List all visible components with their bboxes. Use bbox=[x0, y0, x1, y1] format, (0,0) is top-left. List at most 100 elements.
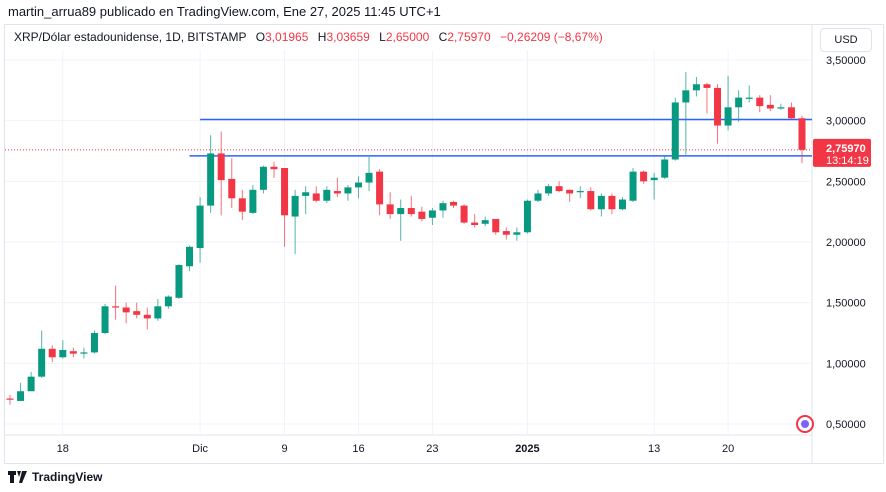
candle-down bbox=[6, 398, 14, 400]
candle-down bbox=[122, 307, 130, 313]
currency-button[interactable]: USD bbox=[820, 28, 872, 52]
x-tick-label: 20 bbox=[722, 443, 734, 455]
candle-up bbox=[365, 172, 373, 183]
x-tick-label: 23 bbox=[426, 443, 438, 455]
alert-icon-dot bbox=[801, 420, 809, 428]
candle-down bbox=[640, 171, 648, 182]
close-value: 2,75970 bbox=[447, 30, 491, 44]
candle-down bbox=[48, 348, 56, 358]
candle-down bbox=[608, 195, 616, 210]
candle-down bbox=[333, 191, 341, 194]
tradingview-logo: TradingView bbox=[8, 470, 102, 484]
candle-up bbox=[154, 306, 162, 319]
candle-up bbox=[481, 220, 489, 224]
x-tick-label: 9 bbox=[281, 443, 287, 455]
candle-up bbox=[175, 265, 183, 298]
candle-up bbox=[745, 97, 753, 99]
bar-countdown: 13:14:19 bbox=[826, 155, 869, 167]
candle-down bbox=[238, 198, 246, 212]
candle-down bbox=[281, 167, 289, 216]
symbol-title[interactable]: XRP/Dólar estadounidense, 1D, BITSTAMP bbox=[14, 30, 247, 44]
candle-up bbox=[618, 199, 626, 210]
candle-up bbox=[249, 189, 257, 213]
candle-down bbox=[418, 211, 426, 219]
candle-down bbox=[787, 107, 795, 119]
candle-down bbox=[566, 189, 574, 194]
candle-down bbox=[587, 191, 595, 210]
brand-name: TradingView bbox=[32, 470, 103, 484]
y-tick-label: 1,00000 bbox=[826, 358, 866, 370]
symbol-legend: XRP/Dólar estadounidense, 1D, BITSTAMP O… bbox=[14, 30, 603, 44]
candle-down bbox=[703, 84, 711, 88]
candle-down bbox=[714, 87, 722, 126]
candle-up bbox=[207, 153, 215, 206]
candle-up bbox=[671, 102, 679, 160]
candle-up bbox=[650, 177, 658, 181]
candle-up bbox=[354, 182, 362, 188]
candle-down bbox=[460, 205, 468, 223]
candle-down bbox=[228, 178, 236, 199]
candle-down bbox=[502, 231, 510, 235]
y-tick-label: 2,00000 bbox=[826, 237, 866, 249]
last-price-tag bbox=[813, 138, 871, 167]
y-tick-label: 0,50000 bbox=[826, 419, 866, 431]
candle-up bbox=[534, 193, 542, 201]
candle-down bbox=[143, 314, 151, 319]
candle-down bbox=[69, 351, 77, 354]
candle-down bbox=[270, 166, 278, 170]
candle-up bbox=[259, 166, 267, 190]
y-tick-label: 1,50000 bbox=[826, 298, 866, 310]
candle-down bbox=[112, 306, 120, 308]
x-tick-label: 16 bbox=[352, 443, 364, 455]
candle-down bbox=[555, 186, 563, 192]
candle-up bbox=[196, 205, 204, 249]
candle-up bbox=[513, 232, 521, 235]
candle-down bbox=[492, 218, 500, 233]
candle-up bbox=[428, 210, 436, 218]
high-label: H bbox=[317, 30, 327, 44]
open-value: 3,01965 bbox=[265, 30, 309, 44]
candle-up bbox=[576, 191, 584, 193]
candle-down bbox=[312, 193, 320, 201]
candle-down bbox=[471, 222, 479, 226]
x-tick-label: Dic bbox=[192, 443, 208, 455]
candle-up bbox=[90, 332, 98, 353]
candle-up bbox=[186, 246, 194, 267]
candle-down bbox=[766, 104, 774, 109]
last-price-value: 2,75970 bbox=[826, 143, 866, 155]
open-label: O bbox=[255, 30, 266, 44]
x-tick-label: 13 bbox=[648, 443, 660, 455]
candle-up bbox=[545, 186, 553, 194]
candle-up bbox=[17, 391, 25, 401]
candle-up bbox=[777, 107, 785, 109]
change-value: −0,26209 (−8,67%) bbox=[500, 30, 603, 44]
y-tick-label: 2,50000 bbox=[826, 176, 866, 188]
high-value: 3,03659 bbox=[326, 30, 370, 44]
candle-up bbox=[597, 195, 605, 210]
candle-up bbox=[344, 187, 352, 194]
x-tick-label: 18 bbox=[57, 443, 69, 455]
candle-up bbox=[323, 189, 331, 201]
y-tick-label: 3,00000 bbox=[826, 116, 866, 128]
candle-up bbox=[397, 208, 405, 215]
alert-icon bbox=[796, 415, 814, 433]
candle-down bbox=[217, 153, 225, 181]
candle-up bbox=[661, 159, 669, 178]
close-label: C bbox=[438, 30, 448, 44]
candle-up bbox=[735, 97, 743, 108]
candle-up bbox=[629, 171, 637, 201]
candle-down bbox=[386, 204, 394, 215]
candle-up bbox=[27, 376, 35, 392]
candle-up bbox=[692, 84, 700, 91]
publisher-line: martin_arrua89 publicado en TradingView.… bbox=[8, 4, 441, 19]
candle-down bbox=[450, 201, 458, 206]
candle-up bbox=[682, 90, 690, 103]
candle-up bbox=[164, 296, 172, 307]
candle-down bbox=[376, 171, 384, 205]
candle-up bbox=[302, 192, 310, 196]
x-tick-label: 2025 bbox=[515, 443, 539, 455]
candle-up bbox=[59, 349, 67, 358]
candle-up bbox=[291, 195, 299, 217]
candle-down bbox=[133, 311, 141, 315]
